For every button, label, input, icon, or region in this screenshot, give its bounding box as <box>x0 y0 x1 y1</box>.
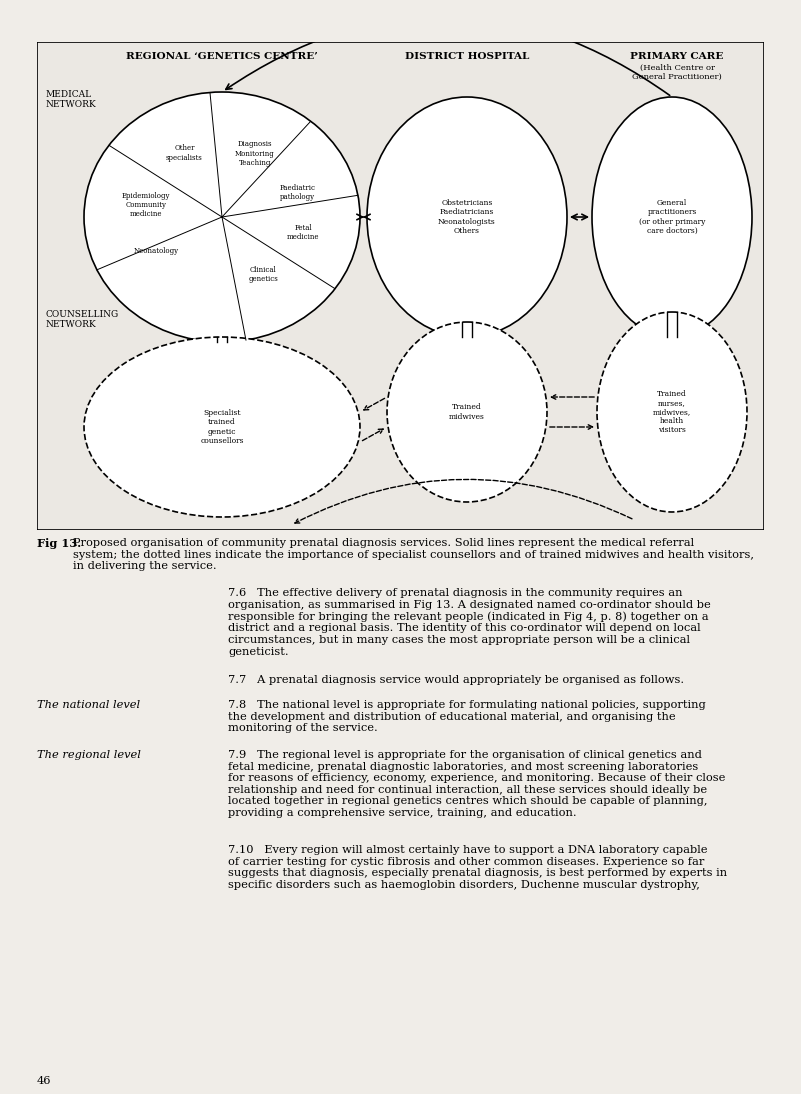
Text: Clinical
genetics: Clinical genetics <box>248 266 278 283</box>
Text: PRIMARY CARE: PRIMARY CARE <box>630 53 723 61</box>
Text: COUNSELLING
NETWORK: COUNSELLING NETWORK <box>45 310 119 329</box>
Text: 7.9   The regional level is appropriate for the organisation of clinical genetic: 7.9 The regional level is appropriate fo… <box>228 750 726 818</box>
Text: Trained
midwives: Trained midwives <box>449 404 485 420</box>
Text: Specialist
trained
genetic
counsellors: Specialist trained genetic counsellors <box>200 409 244 445</box>
Text: Paediatric
pathology: Paediatric pathology <box>280 184 316 201</box>
Text: Fig 13.: Fig 13. <box>37 538 81 549</box>
Text: (Health Centre or
General Practitioner): (Health Centre or General Practitioner) <box>632 65 722 81</box>
Text: Fetal
medicine: Fetal medicine <box>287 224 320 241</box>
Text: DISTRICT HOSPITAL: DISTRICT HOSPITAL <box>405 53 529 61</box>
Ellipse shape <box>367 97 567 337</box>
Text: 7.8   The national level is appropriate for formulating national policies, suppo: 7.8 The national level is appropriate fo… <box>228 700 706 733</box>
Text: The national level: The national level <box>37 700 140 710</box>
Text: 7.10   Every region will almost certainly have to support a DNA laboratory capab: 7.10 Every region will almost certainly … <box>228 845 727 889</box>
Ellipse shape <box>84 337 360 517</box>
Text: REGIONAL ‘GENETICS CENTRE’: REGIONAL ‘GENETICS CENTRE’ <box>126 53 318 61</box>
Text: General
practitioners
(or other primary
care doctors): General practitioners (or other primary … <box>639 199 705 235</box>
Ellipse shape <box>84 92 360 342</box>
Text: Epidemiology
Community
medicine: Epidemiology Community medicine <box>122 191 170 218</box>
Text: 7.7   A prenatal diagnosis service would appropriately be organised as follows.: 7.7 A prenatal diagnosis service would a… <box>228 675 684 685</box>
Text: Proposed organisation of community prenatal diagnosis services. Solid lines repr: Proposed organisation of community prena… <box>73 538 754 571</box>
Ellipse shape <box>597 312 747 512</box>
Text: 7.6   The effective delivery of prenatal diagnosis in the community requires an
: 7.6 The effective delivery of prenatal d… <box>228 587 710 656</box>
Text: The regional level: The regional level <box>37 750 141 760</box>
Text: Neonatology: Neonatology <box>134 247 179 255</box>
Ellipse shape <box>387 322 547 502</box>
Text: Trained
nurses,
midwives,
health
visitors: Trained nurses, midwives, health visitor… <box>653 389 691 434</box>
Text: Other
specialists: Other specialists <box>166 144 203 162</box>
Text: Obstetricians
Paediatricians
Neonatologists
Others: Obstetricians Paediatricians Neonatologi… <box>438 199 496 235</box>
Text: MEDICAL
NETWORK: MEDICAL NETWORK <box>45 90 96 109</box>
Text: Diagnosis
Monitoring
Teaching: Diagnosis Monitoring Teaching <box>235 140 275 166</box>
Ellipse shape <box>592 97 752 337</box>
Text: 46: 46 <box>37 1076 51 1086</box>
FancyArrowPatch shape <box>226 15 670 95</box>
